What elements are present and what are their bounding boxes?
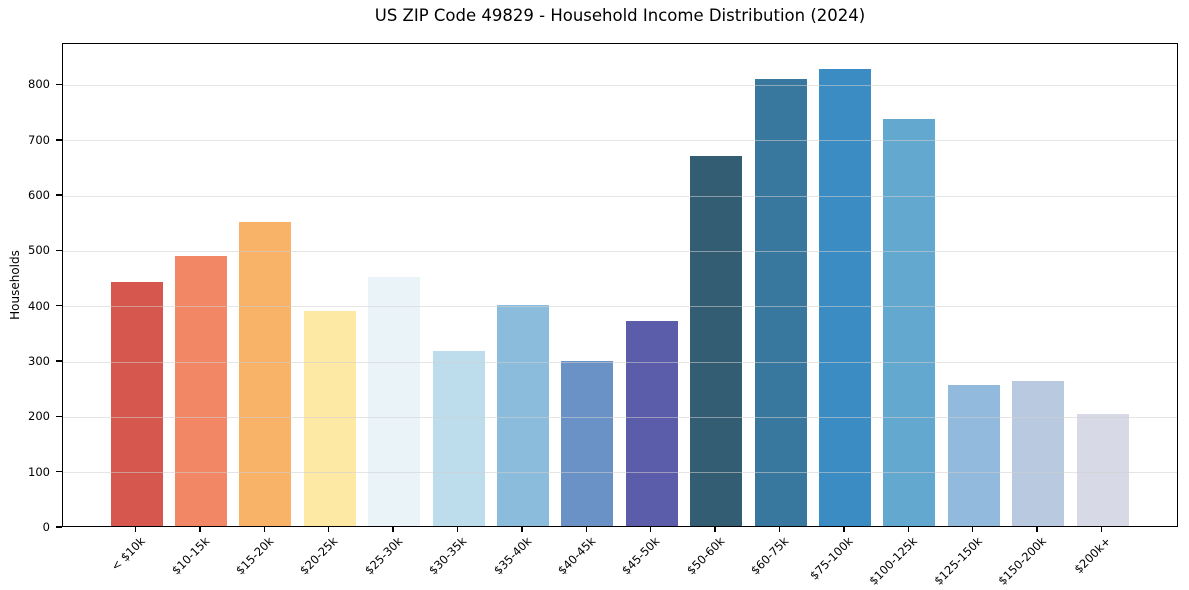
x-tick-mark [521, 527, 523, 532]
y-tick-mark [56, 360, 62, 362]
x-tick-label: $75-100k [807, 534, 856, 583]
x-tick-mark [1100, 527, 1103, 532]
gridline-300 [63, 361, 1177, 363]
y-tick-label: 400 [28, 298, 50, 313]
y-tick-label: 600 [28, 188, 50, 203]
bar-$40-45k [561, 361, 614, 526]
x-tick-mark [134, 527, 137, 532]
x-tick-label: $35-40k [490, 534, 534, 578]
x-tick-mark [907, 527, 910, 532]
x-tick-mark [843, 527, 845, 532]
x-tick-label: $125-150k [930, 534, 985, 588]
x-tick-mark [585, 527, 588, 532]
y-tick-mark [56, 139, 62, 141]
y-tick-label: 0 [42, 520, 50, 534]
y-tick-label: 800 [28, 77, 50, 92]
bar-$75-100k [818, 68, 871, 526]
x-tick-mark [199, 527, 201, 532]
x-tick-label: $100-125k [866, 534, 921, 588]
y-tick-label: 300 [28, 354, 50, 369]
bar-$25-30k [368, 277, 421, 526]
y-tick-mark [56, 83, 62, 86]
x-tick-mark [649, 527, 652, 532]
bar-$200k+ [1076, 413, 1129, 526]
gridline-700 [63, 140, 1177, 142]
x-tick-mark [327, 527, 330, 532]
bar-$35-40k [496, 304, 549, 526]
x-tick-label: $45-50k [619, 534, 663, 578]
y-tick-mark [56, 526, 62, 528]
bar-< $10k [110, 281, 163, 526]
bar-$45-50k [625, 321, 678, 526]
x-tick-label: $25-30k [361, 534, 406, 578]
gridline-200 [63, 416, 1177, 418]
x-tick-mark [456, 527, 459, 532]
plot-area [62, 43, 1178, 527]
bar-$15-20k [239, 221, 292, 526]
y-tick-label: 200 [28, 409, 50, 424]
y-tick-mark [56, 415, 62, 418]
x-tick-label: $30-35k [425, 534, 470, 578]
x-tick-label: $20-25k [297, 534, 341, 578]
y-tick-mark [56, 304, 62, 307]
x-tick-mark [971, 527, 974, 532]
bar-$20-25k [303, 311, 356, 526]
x-tick-mark [263, 527, 266, 532]
y-tick-label: 700 [28, 132, 50, 147]
x-tick-mark [714, 527, 716, 532]
gridline-800 [63, 84, 1177, 86]
x-tick-label: < $10k [107, 534, 148, 574]
x-tick-label: $200k+ [1071, 534, 1114, 577]
y-tick-label: 500 [28, 243, 50, 258]
y-tick-mark [56, 194, 62, 196]
x-tick-mark [1036, 527, 1038, 532]
bar-$30-35k [432, 350, 485, 526]
bar-$10-15k [174, 255, 227, 526]
gridline-400 [63, 306, 1177, 308]
gridline-100 [63, 472, 1177, 474]
x-tick-label: $40-45k [554, 534, 599, 578]
x-tick-label: $10-15k [168, 534, 212, 578]
gridline-600 [63, 195, 1177, 197]
y-tick-mark [56, 470, 62, 473]
x-tick-mark [778, 527, 781, 532]
bar-$100-125k [883, 119, 936, 526]
bar-$50-60k [690, 155, 743, 526]
y-tick-label: 100 [28, 464, 50, 479]
bar-$150-200k [1012, 380, 1065, 526]
x-tick-label: $50-60k [683, 534, 728, 578]
x-tick-label: $60-75k [747, 534, 792, 578]
gridline-500 [63, 250, 1177, 252]
bar-$60-75k [754, 79, 807, 526]
bar-$125-150k [947, 384, 1000, 526]
x-tick-mark [392, 527, 394, 532]
chart-title: US ZIP Code 49829 - Household Income Dis… [374, 6, 866, 25]
x-tick-label: $15-20k [232, 534, 277, 578]
y-tick-mark [56, 249, 62, 252]
x-tick-label: $150-200k [995, 534, 1050, 588]
